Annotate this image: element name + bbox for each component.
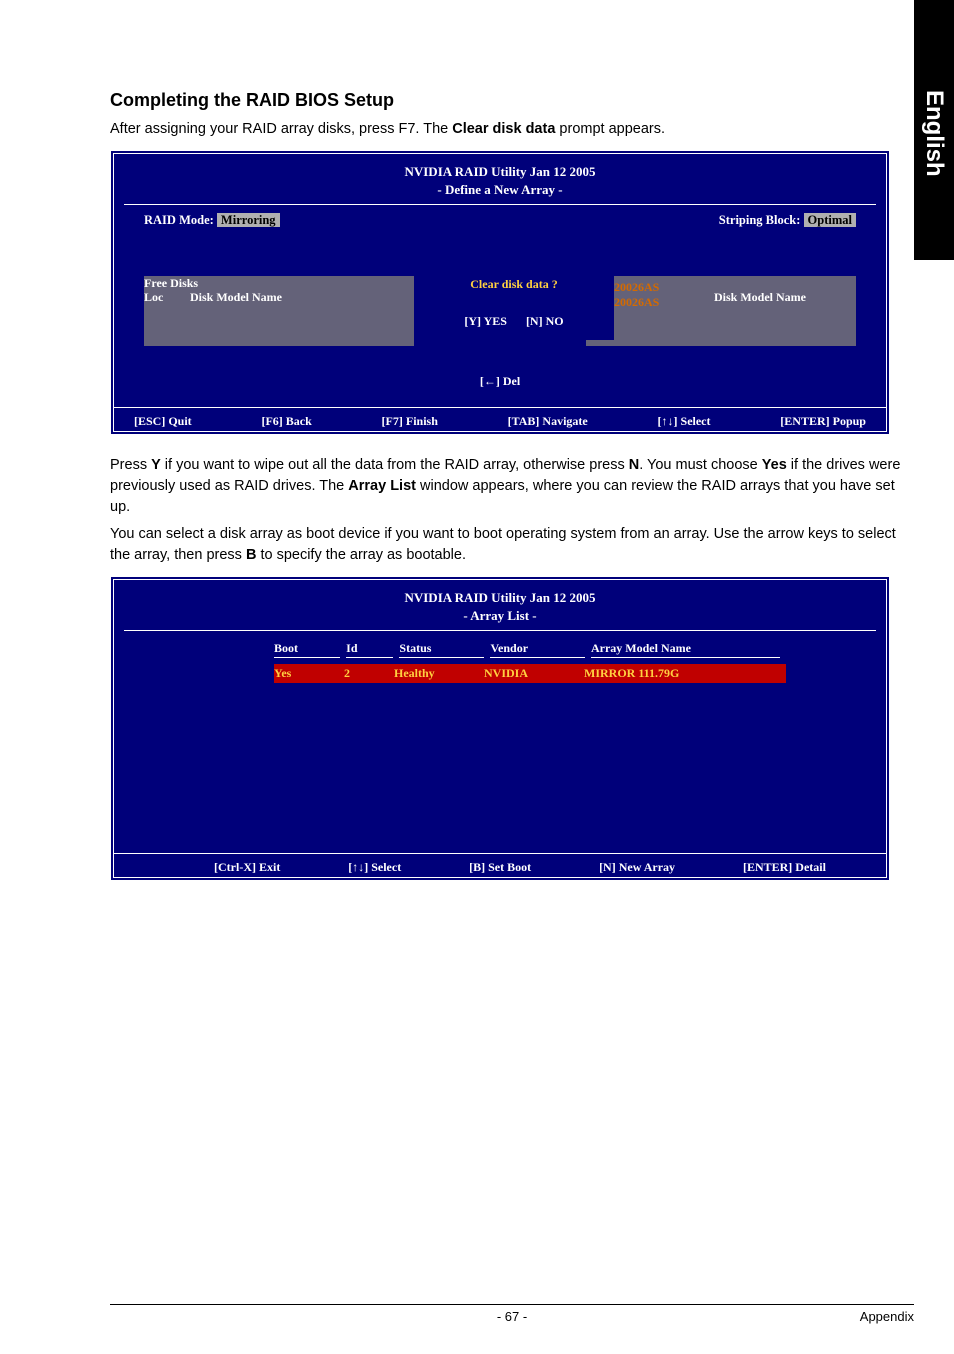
- t: to specify the array as bootable.: [256, 547, 466, 563]
- hint-detail: [ENTER] Detail: [743, 860, 826, 875]
- hint-f7: [F7] Finish: [382, 414, 438, 429]
- disks-area: Free Disks Loc Disk Model Name Disk Mode…: [124, 276, 876, 389]
- intro-text-b: Clear disk data: [452, 121, 555, 137]
- col-status: Status: [399, 641, 484, 658]
- dialog-question: Clear disk data ?: [415, 277, 613, 292]
- hint-tab: [TAB] Navigate: [508, 414, 588, 429]
- clear-disk-dialog: Clear disk data ? [Y] YES [N] NO: [414, 270, 614, 340]
- col-boot: Boot: [274, 641, 340, 658]
- t: B: [246, 547, 256, 563]
- t: Array List: [348, 478, 416, 494]
- dialog-yes[interactable]: [Y] YES: [464, 314, 507, 328]
- mid-paragraph-1: Press Y if you want to wipe out all the …: [110, 455, 914, 518]
- bios2-footer: [Ctrl-X] Exit [↑↓] Select [B] Set Boot […: [114, 853, 886, 877]
- array-list-empty-space: [274, 683, 786, 843]
- hint-setboot: [B] Set Boot: [469, 860, 531, 875]
- t: You can select a disk array as boot devi…: [110, 526, 896, 563]
- t: N: [629, 457, 639, 473]
- disk-model-right-label: Disk Model Name: [714, 290, 806, 305]
- free-disks-label: Free Disks: [144, 276, 198, 291]
- intro-text-c: prompt appears.: [555, 121, 665, 137]
- hint-f6: [F6] Back: [261, 414, 311, 429]
- t: . You must choose: [639, 457, 762, 473]
- array-disks-list[interactable]: T3120026AS T3120026AS: [586, 276, 856, 346]
- raid-mode-value[interactable]: Mirroring: [217, 213, 280, 227]
- dialog-no[interactable]: [N] NO: [526, 314, 564, 328]
- section-heading: Completing the RAID BIOS Setup: [110, 90, 914, 111]
- del-hint: [←] Del: [144, 374, 856, 389]
- cell-array-model: MIRROR 111.79G: [584, 666, 784, 681]
- t: Y: [151, 457, 161, 473]
- mid-paragraph-2: You can select a disk array as boot devi…: [110, 524, 914, 566]
- hint-newarray: [N] New Array: [599, 860, 675, 875]
- page-number: - 67 -: [110, 1309, 914, 1324]
- cell-id: 2: [344, 666, 394, 681]
- loc-label: Loc: [144, 290, 163, 305]
- array-list-row[interactable]: Yes 2 Healthy NVIDIA MIRROR 111.79G: [274, 664, 786, 683]
- bios2-title: NVIDIA RAID Utility Jan 12 2005: [124, 586, 876, 608]
- intro-paragraph: After assigning your RAID array disks, p…: [110, 119, 914, 140]
- page-content: Completing the RAID BIOS Setup After ass…: [0, 0, 954, 881]
- intro-text-a: After assigning your RAID array disks, p…: [110, 121, 452, 137]
- bios1-subtitle: - Define a New Array -: [124, 182, 876, 198]
- t: if you want to wipe out all the data fro…: [161, 457, 629, 473]
- col-id: Id: [346, 641, 393, 658]
- array-list-header: Boot Id Status Vendor Array Model Name: [274, 639, 786, 660]
- cell-status: Healthy: [394, 666, 484, 681]
- bios1-footer: [ESC] Quit [F6] Back [F7] Finish [TAB] N…: [114, 407, 886, 431]
- bios-define-array-window: NVIDIA RAID Utility Jan 12 2005 - Define…: [110, 150, 890, 435]
- hint-select: [↑↓] Select: [658, 414, 711, 429]
- bios-array-list-window: NVIDIA RAID Utility Jan 12 2005 - Array …: [110, 576, 890, 881]
- page-footer: - 67 - Appendix: [110, 1304, 914, 1324]
- col-array-model: Array Model Name: [591, 641, 780, 658]
- language-tab-label: English: [920, 90, 948, 177]
- striping-block: Striping Block: Optimal: [719, 213, 856, 228]
- language-tab: English: [914, 0, 954, 260]
- disk-model-left-label: Disk Model Name: [190, 290, 282, 305]
- hint-esc: [ESC] Quit: [134, 414, 192, 429]
- t: Yes: [762, 457, 787, 473]
- t: Press: [110, 457, 151, 473]
- bios1-title: NVIDIA RAID Utility Jan 12 2005: [124, 160, 876, 182]
- striping-value[interactable]: Optimal: [804, 213, 856, 227]
- hint-enter: [ENTER] Popup: [780, 414, 866, 429]
- cell-vendor: NVIDIA: [484, 666, 584, 681]
- raid-mode: RAID Mode: Mirroring: [144, 213, 280, 228]
- bios2-subtitle: - Array List -: [124, 608, 876, 624]
- striping-label: Striping Block:: [719, 213, 801, 227]
- col-vendor: Vendor: [490, 641, 585, 658]
- cell-boot: Yes: [274, 666, 344, 681]
- hint-exit: [Ctrl-X] Exit: [214, 860, 280, 875]
- hint-select: [↑↓] Select: [348, 860, 401, 875]
- raid-mode-label: RAID Mode:: [144, 213, 214, 227]
